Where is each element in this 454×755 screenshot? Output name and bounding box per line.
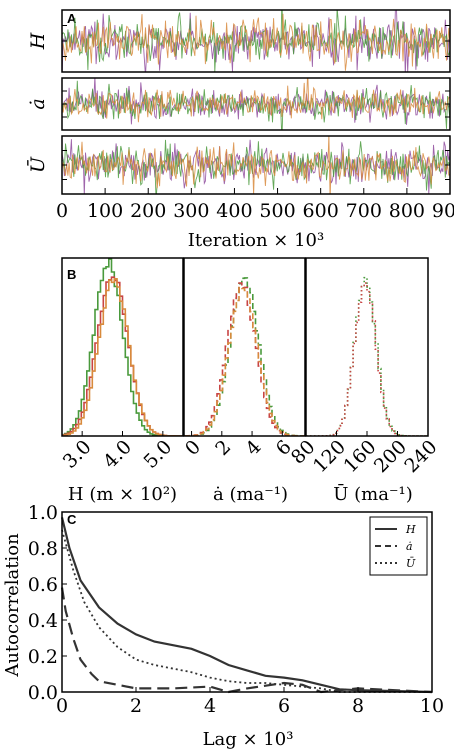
panel-b-letter: B [67, 267, 76, 282]
y-tick-label: 1.0 [28, 502, 58, 524]
panel-c-x-axis-label: Lag × 10³ [203, 729, 294, 750]
panel-a-trace-plots: A Hȧ Ū 0 100 200 300 400 500 600 700 800 900 Itera… [26, 9, 454, 251]
legend-label: ȧ [406, 540, 413, 553]
x-tick-label: 6 [278, 695, 290, 717]
histogram-series-red [184, 282, 305, 436]
y-tick-label: 0.6 [28, 574, 58, 596]
panel-c-letter: C [67, 512, 77, 527]
histogram-series-orange [62, 278, 183, 436]
histogram-x-axis-label: ȧ (ma⁻¹) [213, 484, 288, 505]
histogram-series-green [62, 258, 183, 436]
panel-c-y-axis-label: Autocorrelation [2, 533, 23, 678]
x-tick-label: 10 [420, 695, 444, 717]
x-tick-label: 3.0 [59, 436, 96, 473]
histogram-series-red [306, 282, 428, 436]
legend-label: H [405, 523, 416, 536]
trace-series-orange [62, 78, 450, 123]
trace-series-orange [62, 136, 450, 194]
trace-row-2: ȧ [27, 77, 451, 131]
y-tick-label: 0.0 [28, 682, 58, 704]
x-tick-label: 240 [400, 436, 441, 477]
acf-series-dotted [61, 529, 432, 693]
x-tick-label: 200 [130, 200, 166, 222]
legend-label: Ū [406, 557, 416, 570]
acf-series-solid [60, 517, 433, 694]
x-tick-label: 0 [56, 200, 68, 222]
x-tick-label: 2 [211, 436, 235, 460]
histogram-series-orange [184, 286, 305, 436]
histogram-x-axis-label: Ū (ma⁻¹) [333, 482, 412, 505]
x-tick-label: 4 [204, 695, 216, 717]
panel-b-histograms: 3.0 4.0 5.0H (m × 10²)0 2 4 6ȧ (ma⁻¹)80120160… [59, 257, 442, 505]
histogram-frame [61, 257, 184, 437]
panel-a-letter: A [67, 11, 77, 26]
legend: HȧŪ [369, 516, 428, 576]
histogram-series-green [184, 277, 305, 436]
histogram-frame [305, 257, 429, 437]
trace-row-3: Ū [26, 135, 451, 195]
x-tick-label: 8 [352, 695, 364, 717]
histogram-frame [183, 257, 306, 437]
acf-series-dashed [60, 587, 433, 694]
trace-series-green [62, 80, 450, 130]
x-tick-label: 4 [241, 436, 265, 460]
x-tick-label: 0 [181, 436, 205, 460]
trace-row-label: H [27, 32, 49, 50]
x-tick-label: 500 [259, 200, 295, 222]
trace-row-1: H [27, 9, 451, 73]
x-tick-label: 4.0 [99, 436, 136, 473]
acf-frame [61, 511, 433, 693]
x-tick-label: 400 [216, 200, 252, 222]
trace-series-purple [62, 10, 450, 72]
trace-row-label: Ū [26, 156, 49, 173]
histogram-x-axis-label: H (m × 10²) [68, 484, 177, 505]
panel-a-x-axis-label: Iteration × 10³ [188, 230, 324, 251]
x-tick-label: 900 [432, 200, 454, 222]
x-tick-label: 700 [346, 200, 382, 222]
trace-series-orange [62, 13, 450, 71]
trace-series-green [62, 139, 450, 194]
histogram-series-green [306, 276, 428, 436]
histogram-2: 0 2 4 6ȧ (ma⁻¹) [181, 257, 306, 505]
x-tick-label: 5.0 [139, 436, 176, 473]
trace-series-green [62, 10, 450, 72]
y-tick-label: 0.2 [28, 646, 58, 668]
y-tick-label: 0.4 [28, 610, 58, 632]
x-tick-label: 800 [389, 200, 425, 222]
y-tick-label: 0.8 [28, 538, 58, 560]
trace-row-label: ȧ [27, 98, 49, 109]
x-tick-label: 0 [56, 695, 68, 717]
histogram-1: 3.0 4.0 5.0 H (m × 10²) [59, 257, 184, 505]
x-tick-label: 100 [87, 200, 123, 222]
panel-c-autocorrelation: 0 2 4 6 8 10 0.0 0.2 0.4 0.6 0.8 1.0 HȧŪ C Autocorre… [2, 502, 444, 750]
x-tick-label: 600 [303, 200, 339, 222]
x-tick-label: 2 [130, 695, 142, 717]
x-tick-label: 300 [173, 200, 209, 222]
